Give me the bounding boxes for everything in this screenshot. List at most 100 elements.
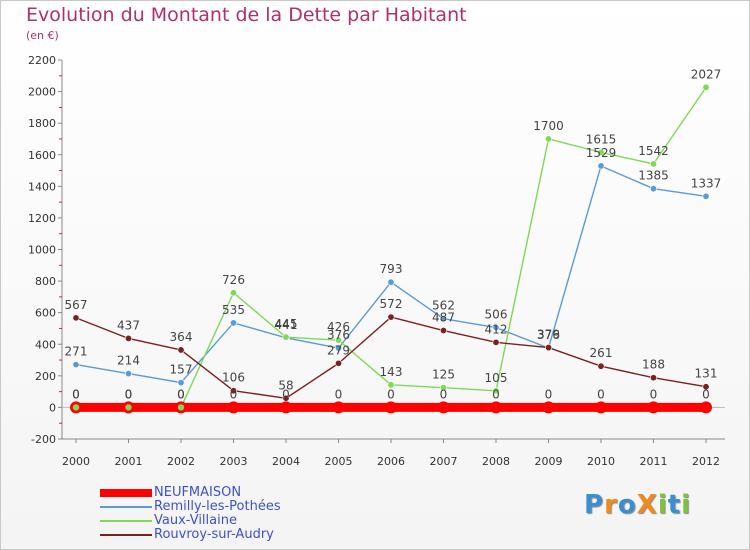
series-point-3 xyxy=(177,346,185,354)
data-label-3: 567 xyxy=(65,298,88,312)
legend-swatch xyxy=(100,489,152,497)
y-tick-label: 1600 xyxy=(28,149,56,162)
data-label-1: 271 xyxy=(65,345,88,359)
data-label-0: 0 xyxy=(125,387,133,401)
series-point-0 xyxy=(227,401,240,414)
data-label-2: 1542 xyxy=(638,144,669,158)
series-point-overlay xyxy=(125,404,132,411)
data-label-3: 106 xyxy=(222,371,245,385)
data-label-3: 412 xyxy=(485,322,508,336)
x-tick-label: 2008 xyxy=(482,455,510,468)
series-point-2 xyxy=(492,387,500,395)
data-label-2: 1615 xyxy=(586,132,617,146)
series-point-1 xyxy=(702,192,710,200)
series-point-overlay xyxy=(72,404,80,411)
x-tick-label: 2004 xyxy=(272,455,300,468)
data-label-2: 143 xyxy=(380,365,403,379)
data-label-1: 1337 xyxy=(691,176,722,190)
y-tick-label: 1000 xyxy=(28,244,56,257)
data-label-0: 0 xyxy=(177,387,185,401)
data-label-0: 0 xyxy=(492,387,500,401)
series-point-2 xyxy=(544,135,552,143)
data-label-0: 0 xyxy=(387,387,395,401)
y-tick-label: 1200 xyxy=(28,212,56,225)
data-label-0: 0 xyxy=(597,387,605,401)
data-label-1: 793 xyxy=(380,262,403,276)
y-tick-label: 1800 xyxy=(28,117,56,130)
y-tick-label: 800 xyxy=(35,275,56,288)
data-label-3: 188 xyxy=(642,358,665,372)
series-point-3 xyxy=(492,338,500,346)
data-label-0: 0 xyxy=(545,387,553,401)
data-label-2: 0 xyxy=(177,387,185,401)
x-tick-label: 2003 xyxy=(220,455,248,468)
series-point-3 xyxy=(649,374,657,382)
data-label-1: 441 xyxy=(275,318,298,332)
y-tick-label: 2200 xyxy=(28,54,56,67)
data-label-0: 0 xyxy=(72,387,80,401)
data-label-2: 105 xyxy=(485,371,508,385)
data-labels: 0 0 0 0 0 0 0 0 0 0 0 0 0 271 214 157 535 441 376 793 562 506… xyxy=(65,67,722,401)
series-point-2 xyxy=(702,83,710,91)
legend-swatch xyxy=(100,520,152,522)
x-tick-label: 2011 xyxy=(640,455,668,468)
series-point-0 xyxy=(647,401,660,414)
series-point-0 xyxy=(280,401,292,414)
data-label-2: 1700 xyxy=(533,119,564,133)
series-point-0 xyxy=(490,401,502,414)
data-label-3: 261 xyxy=(590,346,613,360)
data-label-1: 1529 xyxy=(586,146,617,160)
y-tick-label: -200 xyxy=(31,433,56,446)
data-label-3: 279 xyxy=(327,343,350,357)
data-label-1: 535 xyxy=(222,303,245,317)
series-point-1 xyxy=(597,162,605,170)
series-point-1 xyxy=(439,315,447,323)
data-label-1: 506 xyxy=(485,308,508,322)
series-point-overlay xyxy=(177,404,185,411)
x-tick-label: 2005 xyxy=(325,455,353,468)
y-tick-label: 2000 xyxy=(28,86,56,99)
data-label-1: 214 xyxy=(117,354,140,368)
data-label-0: 0 xyxy=(230,387,238,401)
series-point-3 xyxy=(125,334,133,342)
data-label-0: 0 xyxy=(440,387,448,401)
x-tick-label: 2009 xyxy=(535,455,563,468)
data-label-1: 562 xyxy=(432,299,455,313)
chart-title: Evolution du Montant de la Dette par Hab… xyxy=(26,4,467,26)
x-tick-label: 2002 xyxy=(167,455,195,468)
x-tick-label: 2006 xyxy=(377,455,405,468)
series-point-2 xyxy=(334,336,342,344)
series-point-0 xyxy=(700,401,712,414)
x-tick-label: 2007 xyxy=(430,455,458,468)
legend-swatch xyxy=(100,534,152,536)
data-label-3: 572 xyxy=(380,297,403,311)
series-point-1 xyxy=(387,278,395,286)
series-layer xyxy=(70,83,712,414)
data-label-0: 0 xyxy=(702,387,710,401)
series-point-2 xyxy=(597,148,605,156)
brand-logo: ProXiti xyxy=(584,490,692,520)
series-point-2 xyxy=(649,160,657,168)
series-point-3 xyxy=(334,359,342,367)
data-label-2: 426 xyxy=(327,320,350,334)
series-point-0 xyxy=(437,401,450,414)
series-point-1 xyxy=(125,370,133,378)
series-point-3 xyxy=(230,387,238,395)
data-label-0: 0 xyxy=(650,387,658,401)
y-tick-label: 600 xyxy=(35,307,56,320)
data-label-1: 376 xyxy=(327,328,350,342)
data-label-0: 0 xyxy=(335,387,343,401)
data-label-2: 445 xyxy=(275,317,298,331)
axes: -200020040060080010001200140016001800200… xyxy=(28,54,725,468)
series-point-1 xyxy=(334,344,342,352)
series-point-3 xyxy=(72,314,80,322)
data-label-3: 364 xyxy=(170,330,193,344)
y-tick-label: 0 xyxy=(49,401,56,414)
series-point-2 xyxy=(387,381,395,389)
series-point-3 xyxy=(597,362,605,370)
x-tick-label: 2000 xyxy=(62,455,90,468)
series-point-0 xyxy=(595,401,607,414)
data-label-3: 131 xyxy=(695,367,718,381)
